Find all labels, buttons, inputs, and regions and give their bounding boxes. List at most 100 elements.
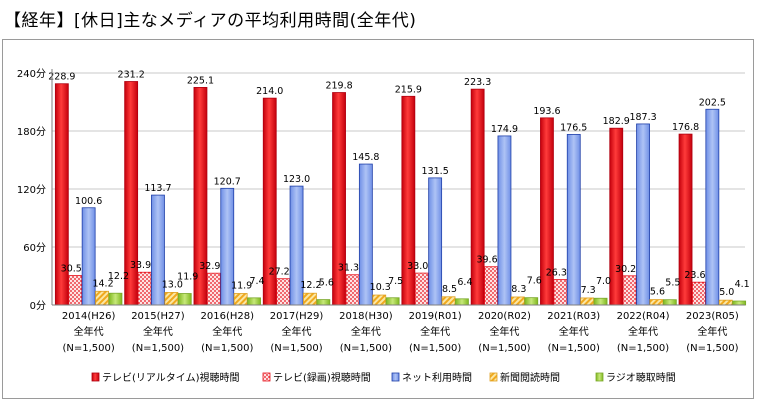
data-label: 33.9 bbox=[130, 260, 151, 271]
bar bbox=[470, 88, 485, 306]
x-tick-label: 全年代 bbox=[212, 325, 242, 338]
bar bbox=[428, 177, 443, 306]
bar bbox=[108, 292, 123, 306]
data-label: 7.3 bbox=[581, 285, 596, 296]
data-label: 11.9 bbox=[231, 280, 252, 291]
legend-swatch bbox=[91, 372, 100, 382]
bar bbox=[692, 281, 706, 306]
y-tick-label: 120分 bbox=[17, 184, 46, 196]
x-tick-label: 全年代 bbox=[559, 325, 589, 338]
data-label: 10.3 bbox=[370, 282, 391, 293]
bar bbox=[276, 278, 291, 306]
data-label: 176.8 bbox=[672, 122, 699, 133]
x-tick-label: 全年代 bbox=[697, 325, 727, 338]
bar bbox=[649, 299, 664, 306]
data-label: 113.7 bbox=[144, 183, 171, 194]
legend-label: ラジオ聴取時間 bbox=[606, 372, 676, 384]
bars bbox=[54, 81, 747, 306]
y-tick-label: 60分 bbox=[23, 242, 46, 254]
x-tick-label: 全年代 bbox=[489, 325, 519, 338]
x-tick-label: 2014(H26) bbox=[62, 311, 116, 322]
bar bbox=[662, 299, 677, 306]
data-label: 5.0 bbox=[719, 287, 734, 298]
legend-label: テレビ(リアルタイム)視聴時間 bbox=[102, 371, 240, 384]
bar bbox=[372, 294, 387, 306]
bar bbox=[718, 299, 733, 306]
data-label: 12.2 bbox=[300, 280, 321, 291]
data-label: 231.2 bbox=[118, 70, 145, 81]
axes: 0分 60分 120分 180分 240分 2014(H26) 全年代 (N=1,500) 20… bbox=[17, 68, 745, 354]
bar bbox=[609, 127, 624, 306]
data-label: 214.0 bbox=[256, 86, 283, 97]
bar bbox=[95, 290, 109, 306]
data-label: 174.9 bbox=[491, 124, 518, 135]
x-tick-label: 2016(H28) bbox=[201, 311, 255, 322]
x-tick-label: (N=1,500) bbox=[132, 343, 184, 354]
data-label: 30.5 bbox=[61, 264, 82, 275]
data-label: 30.2 bbox=[615, 264, 636, 275]
x-tick-label: 全年代 bbox=[628, 325, 658, 338]
bar bbox=[441, 296, 456, 306]
bar bbox=[303, 292, 317, 306]
bar bbox=[636, 123, 650, 306]
legend-swatch bbox=[595, 372, 604, 382]
x-tick-label: (N=1,500) bbox=[548, 343, 600, 354]
legend-swatch bbox=[262, 372, 271, 382]
data-label: 5.5 bbox=[665, 278, 680, 289]
legend-swatch bbox=[489, 372, 498, 382]
gridlines bbox=[52, 72, 745, 248]
bar bbox=[484, 266, 498, 306]
x-tick-label: (N=1,500) bbox=[201, 343, 253, 354]
data-label: 11.9 bbox=[177, 271, 198, 282]
x-tick-label: (N=1,500) bbox=[478, 343, 530, 354]
bar bbox=[68, 275, 83, 306]
data-label: 120.7 bbox=[214, 176, 241, 187]
data-label: 26.3 bbox=[546, 268, 567, 279]
chart-frame bbox=[2, 39, 754, 399]
data-label: 7.5 bbox=[388, 276, 403, 287]
x-tick-label: 2017(H29) bbox=[270, 311, 324, 322]
legend: テレビ(リアルタイム)視聴時間 テレビ(録画)視聴時間 ネット利用時間 新聞閲読時間 ラ… bbox=[91, 371, 676, 384]
bar bbox=[732, 300, 747, 306]
bar bbox=[497, 135, 512, 306]
data-label: 100.6 bbox=[75, 196, 102, 207]
page-title: 【経年】[休日]主なメディアの平均利用時間(全年代) bbox=[4, 11, 417, 31]
data-label: 7.4 bbox=[249, 276, 264, 287]
data-label: 215.9 bbox=[395, 84, 422, 95]
bar bbox=[206, 272, 221, 306]
data-label: 131.5 bbox=[422, 166, 449, 177]
data-label: 187.3 bbox=[629, 112, 656, 123]
data-labels: 228.930.5100.614.212.2231.233.9113.713.0… bbox=[48, 70, 749, 299]
bar bbox=[580, 297, 595, 306]
x-tick-label: 全年代 bbox=[420, 325, 450, 338]
legend-label: ネット利用時間 bbox=[402, 372, 472, 384]
data-label: 7.6 bbox=[527, 276, 542, 287]
x-tick-label: (N=1,500) bbox=[340, 343, 392, 354]
x-tick-label: 全年代 bbox=[351, 325, 381, 338]
bar bbox=[164, 292, 179, 306]
x-tick-label: 2018(H30) bbox=[339, 311, 393, 322]
legend-swatch bbox=[391, 372, 400, 382]
x-tick-label: 全年代 bbox=[143, 325, 173, 338]
x-tick-label: (N=1,500) bbox=[686, 343, 738, 354]
bar bbox=[566, 133, 581, 306]
x-tick-label: 全年代 bbox=[282, 325, 312, 338]
data-label: 219.8 bbox=[325, 81, 352, 92]
data-label: 228.9 bbox=[48, 72, 75, 83]
bar bbox=[414, 272, 429, 306]
data-label: 176.5 bbox=[560, 122, 587, 133]
bar bbox=[455, 298, 469, 306]
x-tick-label: 2020(R02) bbox=[478, 311, 531, 322]
data-label: 31.3 bbox=[338, 263, 359, 274]
bar bbox=[510, 296, 525, 306]
bar bbox=[593, 297, 608, 306]
data-label: 5.6 bbox=[650, 287, 665, 298]
bar bbox=[401, 95, 416, 306]
data-label: 12.2 bbox=[108, 271, 129, 282]
x-tick-label: 全年代 bbox=[74, 325, 104, 338]
bar bbox=[553, 279, 568, 306]
bar bbox=[316, 299, 331, 306]
data-label: 23.6 bbox=[684, 270, 705, 281]
data-label: 6.4 bbox=[457, 277, 472, 288]
